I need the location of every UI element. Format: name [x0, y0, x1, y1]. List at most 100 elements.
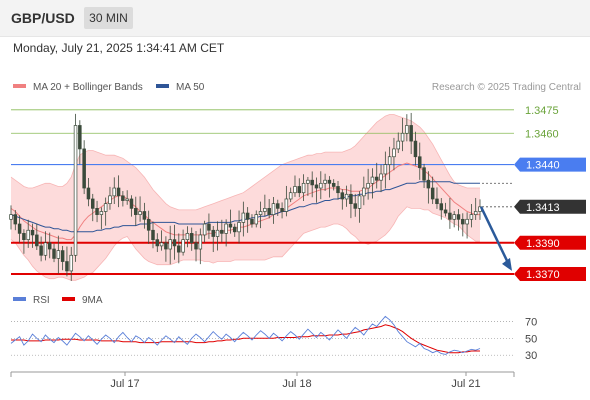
candle-body	[198, 234, 203, 250]
candle	[413, 131, 418, 166]
candle-body	[56, 250, 61, 259]
candle	[172, 224, 177, 260]
candle	[452, 211, 456, 228]
candle-body	[413, 140, 418, 158]
candle-body	[362, 187, 366, 197]
watermark-text: Research © 2025 Trading Central	[432, 82, 581, 93]
legend-label: MA 20 + Bollinger Bands	[33, 82, 143, 93]
candle	[319, 171, 323, 200]
candle	[310, 171, 314, 198]
candle	[418, 142, 422, 180]
candle	[159, 230, 164, 251]
candle-body	[340, 192, 345, 200]
candle-body	[461, 218, 465, 225]
candle-body	[134, 208, 138, 215]
candle	[284, 185, 289, 217]
legend-label: MA 50	[176, 82, 205, 93]
candle	[344, 185, 349, 207]
candle-body	[473, 211, 478, 215]
candle-body	[284, 198, 289, 212]
candle-body	[250, 218, 254, 225]
candle-body	[426, 179, 431, 189]
candle	[383, 151, 388, 189]
candle	[409, 112, 413, 155]
candle-body	[344, 193, 349, 200]
candle	[108, 186, 112, 210]
candle-body	[456, 214, 461, 220]
candle	[362, 176, 366, 206]
candle-body	[220, 229, 224, 234]
candle	[65, 246, 69, 277]
level-tag-1.3440: 1.3440	[514, 157, 586, 172]
candle	[112, 177, 117, 205]
candle-body	[69, 254, 73, 272]
candle-body	[151, 229, 155, 240]
candle	[99, 207, 104, 230]
x-axis-label: Jul 21	[451, 378, 480, 390]
candles	[9, 112, 482, 281]
candle	[134, 196, 138, 226]
candle	[366, 168, 370, 200]
candle	[194, 231, 198, 262]
rsi-legend-label: 9MA	[82, 295, 103, 306]
rsi-legend-swatch	[62, 297, 75, 301]
timeframe-button[interactable]: 30 MIN	[84, 7, 133, 29]
level-lines	[11, 109, 514, 276]
candle	[121, 191, 125, 207]
level-tag-box	[514, 199, 586, 214]
candle	[103, 197, 108, 226]
candle-body	[232, 226, 237, 233]
candle	[288, 187, 293, 203]
level-tag-text: 1.3440	[526, 160, 560, 172]
candle	[224, 219, 228, 247]
level-tag-1.3390: 1.3390	[514, 235, 586, 250]
legend-swatch	[13, 84, 26, 88]
candle-body	[280, 208, 284, 212]
candle	[245, 207, 250, 233]
candle	[370, 168, 375, 199]
candle-body	[379, 173, 383, 181]
candle	[473, 197, 478, 220]
candle-body	[297, 186, 302, 194]
candle-body	[392, 148, 396, 158]
candle	[357, 191, 362, 223]
candle-body	[374, 176, 379, 181]
candle	[177, 233, 181, 264]
candle-body	[245, 212, 250, 220]
candle	[250, 214, 254, 228]
candle	[392, 137, 396, 171]
candle-body	[336, 186, 340, 194]
candle	[56, 235, 61, 274]
rsi-panel: RSI 9MA 70 50 30	[10, 295, 537, 362]
candle	[228, 209, 233, 234]
candle-body	[60, 250, 65, 262]
candle-body	[142, 211, 147, 220]
candle-body	[125, 198, 129, 201]
candle-body	[366, 182, 370, 189]
candle	[52, 243, 56, 263]
candle	[211, 226, 215, 253]
candle-body	[207, 223, 211, 231]
candle-body	[194, 242, 198, 250]
candle	[258, 201, 263, 229]
candle	[181, 229, 185, 256]
candle-body	[323, 179, 327, 184]
candle	[396, 132, 400, 153]
candle-body	[396, 140, 400, 150]
candle	[465, 212, 469, 239]
candle	[189, 227, 194, 251]
candle-body	[469, 214, 474, 220]
candle-body	[271, 203, 276, 215]
candle-body	[82, 148, 86, 189]
candle-body	[155, 239, 160, 247]
candle	[426, 171, 431, 204]
candle	[237, 210, 241, 244]
candle	[86, 178, 91, 207]
candle-body	[357, 195, 362, 209]
candle-body	[116, 187, 121, 197]
candle	[168, 225, 172, 265]
candle	[387, 146, 392, 181]
candle	[232, 223, 237, 237]
candle	[215, 221, 220, 251]
